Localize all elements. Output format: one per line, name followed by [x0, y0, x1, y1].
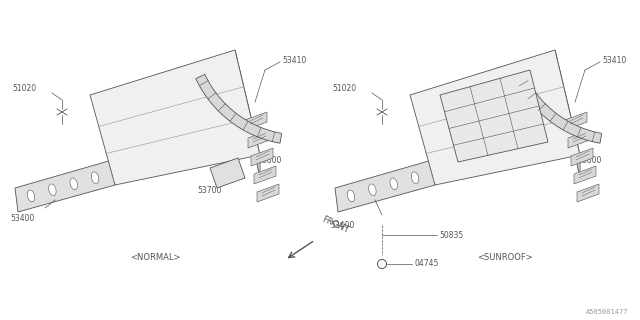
Text: A505001477: A505001477 [586, 309, 628, 315]
Polygon shape [15, 160, 115, 212]
Text: 53600: 53600 [257, 156, 282, 164]
Text: 50835: 50835 [439, 230, 463, 239]
Polygon shape [568, 130, 590, 148]
Text: 53600: 53600 [577, 156, 602, 164]
Text: 04745: 04745 [414, 260, 438, 268]
Ellipse shape [70, 178, 77, 190]
Polygon shape [555, 50, 580, 177]
Polygon shape [196, 74, 282, 143]
Text: 53400: 53400 [10, 213, 35, 222]
Polygon shape [410, 50, 580, 185]
Ellipse shape [369, 184, 376, 196]
Polygon shape [516, 74, 602, 143]
Polygon shape [245, 112, 267, 130]
Polygon shape [565, 112, 587, 130]
Polygon shape [254, 166, 276, 184]
Text: 53410: 53410 [602, 55, 627, 65]
Ellipse shape [49, 184, 56, 196]
Polygon shape [577, 184, 599, 202]
Polygon shape [210, 158, 245, 188]
Text: <SUNROOF>: <SUNROOF> [477, 253, 533, 262]
Ellipse shape [390, 178, 397, 190]
Ellipse shape [28, 190, 35, 202]
Text: 53410: 53410 [282, 55, 307, 65]
Polygon shape [257, 184, 279, 202]
Ellipse shape [348, 190, 355, 202]
Polygon shape [574, 166, 596, 184]
Ellipse shape [412, 172, 419, 184]
Polygon shape [251, 148, 273, 166]
Polygon shape [571, 148, 593, 166]
Text: 51020: 51020 [332, 84, 356, 92]
Text: 51020: 51020 [12, 84, 36, 92]
Polygon shape [235, 50, 260, 177]
Polygon shape [335, 160, 435, 212]
Text: 53400: 53400 [330, 220, 355, 229]
Polygon shape [90, 50, 260, 185]
Text: FRONT: FRONT [320, 215, 350, 235]
Ellipse shape [92, 172, 99, 184]
Polygon shape [248, 130, 270, 148]
Text: 53700: 53700 [197, 186, 221, 195]
Text: <NORMAL>: <NORMAL> [130, 253, 180, 262]
Polygon shape [440, 70, 548, 162]
